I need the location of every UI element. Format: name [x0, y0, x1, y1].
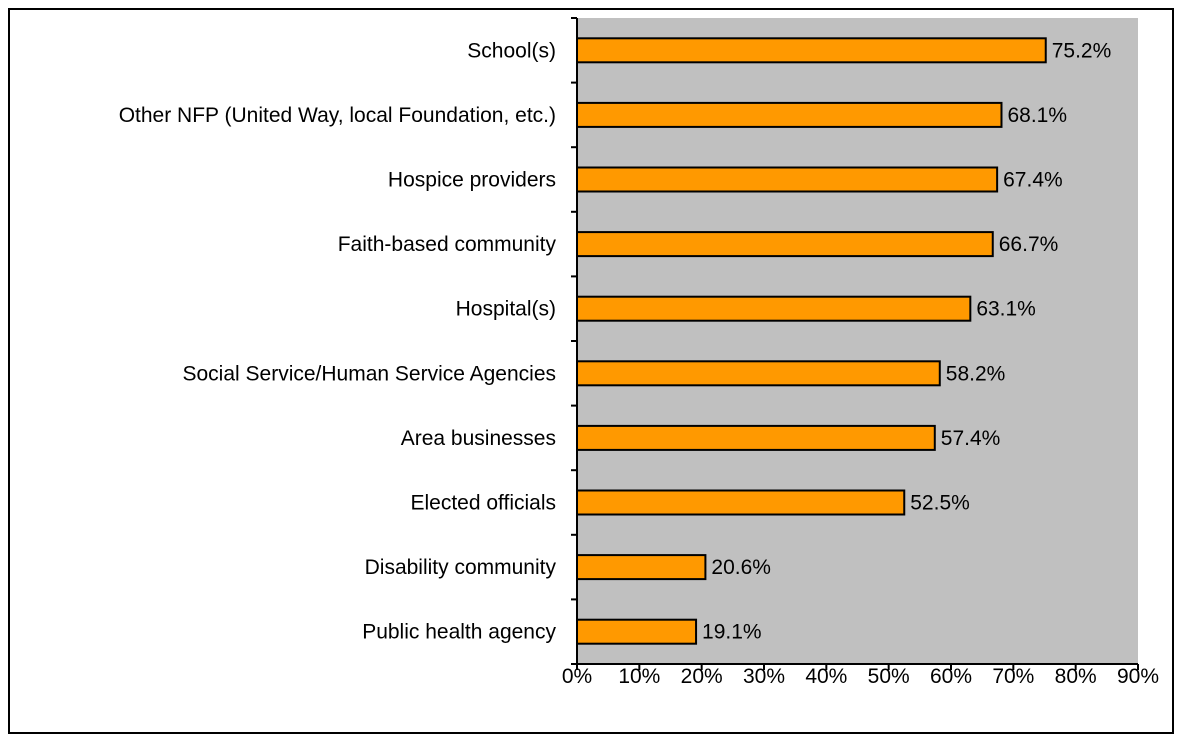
category-label: Elected officials [410, 492, 556, 515]
category-label: School(s) [467, 39, 556, 62]
x-tick-label: 40% [805, 665, 847, 688]
category-label: Hospice providers [388, 169, 556, 192]
chart-frame: School(s) 75.2% Other NFP (United Way, loc… [8, 8, 1174, 734]
bar [576, 37, 1047, 64]
x-tick-label: 50% [868, 665, 910, 688]
data-label: 58.2% [946, 362, 1006, 385]
bar [576, 231, 994, 258]
bar [576, 101, 1003, 128]
data-label: 57.4% [941, 427, 1001, 450]
x-tick-label: 20% [681, 665, 723, 688]
x-tick-label: 80% [1055, 665, 1097, 688]
x-tick-label: 30% [743, 665, 785, 688]
bar [576, 360, 941, 387]
data-label: 75.2% [1052, 39, 1112, 62]
category-label: Social Service/Human Service Agencies [182, 362, 556, 385]
bar [576, 166, 999, 193]
bar-chart: School(s) 75.2% Other NFP (United Way, loc… [119, 17, 1159, 688]
bar [576, 554, 707, 581]
data-label: 52.5% [910, 492, 970, 515]
bar [576, 424, 936, 451]
x-tick-label: 0% [562, 665, 592, 688]
data-label: 20.6% [711, 556, 771, 579]
bar [576, 295, 972, 322]
x-tick-label: 90% [1117, 665, 1159, 688]
category-label: Other NFP (United Way, local Foundation,… [119, 104, 556, 127]
data-label: 66.7% [999, 233, 1059, 256]
bar [576, 489, 906, 516]
data-label: 19.1% [702, 621, 762, 644]
data-label: 68.1% [1007, 104, 1067, 127]
x-tick-label: 60% [930, 665, 972, 688]
x-tick-label: 10% [618, 665, 660, 688]
data-label: 63.1% [976, 298, 1036, 321]
category-label: Faith-based community [338, 233, 557, 256]
data-label: 67.4% [1003, 169, 1063, 192]
bar [576, 618, 698, 645]
category-label: Area businesses [401, 427, 556, 450]
category-label: Disability community [365, 556, 557, 579]
category-label: Public health agency [362, 621, 556, 644]
category-label: Hospital(s) [456, 298, 556, 321]
x-tick-label: 70% [992, 665, 1034, 688]
